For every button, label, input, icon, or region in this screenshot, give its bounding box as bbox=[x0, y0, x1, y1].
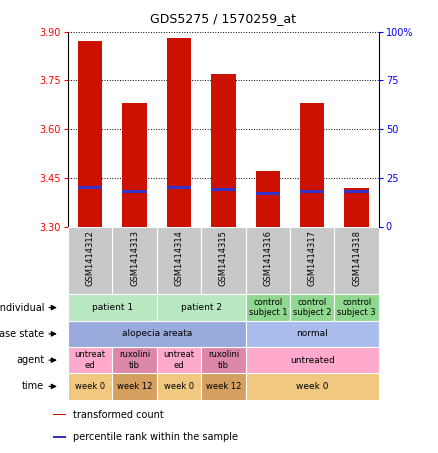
Text: disease state: disease state bbox=[0, 329, 44, 339]
Text: transformed count: transformed count bbox=[73, 410, 163, 419]
Text: week 0: week 0 bbox=[164, 382, 194, 391]
Text: week 12: week 12 bbox=[117, 382, 152, 391]
Bar bbox=[335, 226, 379, 294]
Bar bbox=[157, 373, 201, 400]
Bar bbox=[300, 103, 325, 226]
Bar bbox=[290, 294, 335, 321]
Text: GSM1414314: GSM1414314 bbox=[174, 230, 184, 286]
Bar bbox=[256, 192, 280, 195]
Bar bbox=[112, 226, 157, 294]
Bar bbox=[167, 186, 191, 189]
Text: alopecia areata: alopecia areata bbox=[122, 329, 192, 338]
Text: normal: normal bbox=[297, 329, 328, 338]
Text: untreat
ed: untreat ed bbox=[163, 351, 194, 370]
Bar bbox=[112, 347, 157, 373]
Bar bbox=[246, 226, 290, 294]
Text: week 12: week 12 bbox=[206, 382, 241, 391]
Bar bbox=[335, 294, 379, 321]
Bar bbox=[167, 38, 191, 226]
Text: patient 1: patient 1 bbox=[92, 303, 133, 312]
Bar bbox=[300, 190, 325, 193]
Text: control
subject 2: control subject 2 bbox=[293, 298, 332, 317]
Bar bbox=[122, 190, 147, 193]
Text: ruxolini
tib: ruxolini tib bbox=[208, 351, 239, 370]
Bar bbox=[68, 226, 112, 294]
Bar bbox=[246, 373, 379, 400]
Bar bbox=[246, 321, 379, 347]
Bar bbox=[201, 226, 246, 294]
Bar bbox=[344, 190, 369, 193]
Text: GSM1414317: GSM1414317 bbox=[308, 230, 317, 286]
Bar bbox=[290, 226, 335, 294]
Bar bbox=[68, 321, 246, 347]
Text: untreated: untreated bbox=[290, 356, 335, 365]
Bar bbox=[211, 74, 236, 226]
Bar bbox=[122, 103, 147, 226]
Bar bbox=[53, 436, 66, 438]
Bar bbox=[157, 294, 246, 321]
Text: individual: individual bbox=[0, 303, 44, 313]
Bar bbox=[246, 294, 290, 321]
Bar bbox=[201, 347, 246, 373]
Text: GSM1414315: GSM1414315 bbox=[219, 230, 228, 286]
Text: GSM1414313: GSM1414313 bbox=[130, 230, 139, 286]
Bar bbox=[53, 414, 66, 415]
Bar bbox=[78, 186, 102, 189]
Text: GSM1414312: GSM1414312 bbox=[85, 230, 95, 286]
Text: untreat
ed: untreat ed bbox=[74, 351, 106, 370]
Bar bbox=[112, 373, 157, 400]
Bar bbox=[246, 347, 379, 373]
Bar bbox=[68, 294, 157, 321]
Bar bbox=[68, 373, 112, 400]
Text: patient 2: patient 2 bbox=[180, 303, 222, 312]
Bar bbox=[157, 347, 201, 373]
Text: week 0: week 0 bbox=[75, 382, 105, 391]
Bar bbox=[157, 226, 201, 294]
Bar bbox=[201, 373, 246, 400]
Text: GSM1414318: GSM1414318 bbox=[352, 230, 361, 286]
Text: week 0: week 0 bbox=[296, 382, 328, 391]
Text: agent: agent bbox=[16, 355, 44, 365]
Text: GSM1414316: GSM1414316 bbox=[263, 230, 272, 286]
Bar bbox=[344, 188, 369, 226]
Text: percentile rank within the sample: percentile rank within the sample bbox=[73, 432, 237, 442]
Text: ruxolini
tib: ruxolini tib bbox=[119, 351, 150, 370]
Text: control
subject 1: control subject 1 bbox=[248, 298, 287, 317]
Text: GDS5275 / 1570259_at: GDS5275 / 1570259_at bbox=[150, 12, 297, 25]
Text: control
subject 3: control subject 3 bbox=[337, 298, 376, 317]
Bar bbox=[78, 42, 102, 226]
Bar bbox=[256, 171, 280, 226]
Text: time: time bbox=[22, 381, 44, 391]
Bar bbox=[211, 188, 236, 191]
Bar bbox=[68, 347, 112, 373]
